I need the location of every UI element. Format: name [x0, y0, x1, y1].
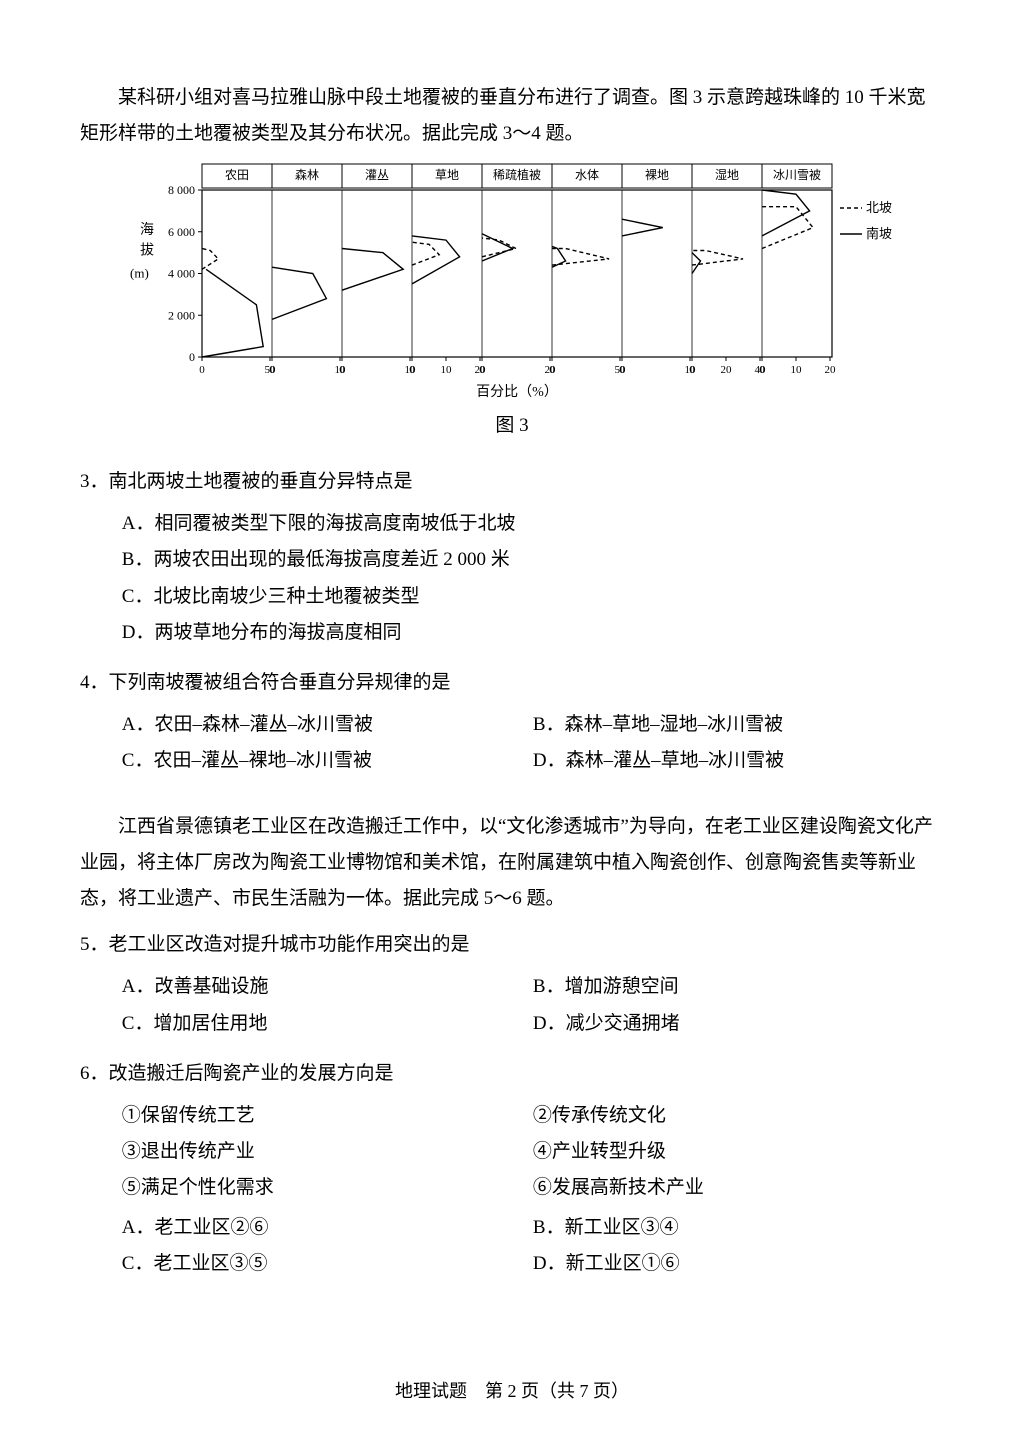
q6-s1: ①保留传统工艺	[122, 1098, 533, 1134]
q6-subitems: ①保留传统工艺 ②传承传统文化 ③退出传统产业 ④产业转型升级 ⑤满足个性化需求…	[80, 1098, 944, 1206]
svg-text:20: 20	[721, 364, 733, 376]
q3-opt-c: C．北坡比南坡少三种土地覆被类型	[122, 579, 944, 615]
q6-s3: ③退出传统产业	[122, 1134, 533, 1170]
q6-opt-a: A．老工业区②⑥	[122, 1210, 533, 1246]
svg-text:湿地: 湿地	[715, 167, 739, 182]
q3-opt-a: A．相同覆被类型下限的海拔高度南坡低于北坡	[122, 506, 944, 542]
svg-text:10: 10	[791, 364, 803, 376]
svg-text:6 000: 6 000	[168, 225, 195, 239]
svg-text:20: 20	[825, 364, 837, 376]
q6-opt-b: B．新工业区③④	[533, 1210, 944, 1246]
svg-text:2 000: 2 000	[168, 308, 195, 322]
q6-s2: ②传承传统文化	[533, 1098, 944, 1134]
svg-text:0: 0	[339, 364, 345, 376]
q4-options: A．农田–森林–灌丛–冰川雪被 B．森林–草地–湿地–冰川雪被 C．农田–灌丛–…	[80, 707, 944, 779]
figure-3-caption: 图 3	[80, 408, 944, 444]
svg-text:北坡: 北坡	[866, 200, 892, 215]
svg-text:草地: 草地	[435, 168, 459, 182]
page-footer: 地理试题 第 2 页（共 7 页）	[0, 1374, 1024, 1408]
svg-text:南坡: 南坡	[866, 226, 892, 241]
svg-text:0: 0	[409, 364, 415, 376]
svg-text:水体: 水体	[575, 168, 599, 182]
q6-options: A．老工业区②⑥ B．新工业区③④ C．老工业区③⑤ D．新工业区①⑥	[80, 1210, 944, 1282]
svg-text:裸地: 裸地	[645, 167, 669, 182]
q6-stem: 6．改造搬迁后陶瓷产业的发展方向是	[80, 1056, 944, 1092]
q4-opt-d: D．森林–灌丛–草地–冰川雪被	[533, 743, 944, 779]
q5-options: A．改善基础设施 B．增加游憩空间 C．增加居住用地 D．减少交通拥堵	[80, 969, 944, 1041]
q3-opt-b: B．两坡农田出现的最低海拔高度差近 2 000 米	[122, 542, 944, 578]
svg-text:拔: 拔	[140, 243, 154, 259]
svg-text:0: 0	[689, 364, 695, 376]
q6-s4: ④产业转型升级	[533, 1134, 944, 1170]
q6-opt-c: C．老工业区③⑤	[122, 1246, 533, 1282]
svg-text:0: 0	[199, 364, 205, 376]
q6-s5: ⑤满足个性化需求	[122, 1170, 533, 1206]
q5-stem: 5．老工业区改造对提升城市功能作用突出的是	[80, 927, 944, 963]
svg-text:森林: 森林	[295, 167, 319, 182]
svg-text:0: 0	[189, 350, 195, 364]
q6-opt-d: D．新工业区①⑥	[533, 1246, 944, 1282]
svg-text:0: 0	[479, 364, 485, 376]
q4-stem: 4．下列南坡覆被组合符合垂直分异规律的是	[80, 665, 944, 701]
svg-text:灌丛: 灌丛	[365, 168, 389, 182]
q3-options: A．相同覆被类型下限的海拔高度南坡低于北坡 B．两坡农田出现的最低海拔高度差近 …	[80, 506, 944, 650]
svg-text:稀疏植被: 稀疏植被	[493, 167, 541, 182]
intro-paragraph-2: 江西省景德镇老工业区在改造搬迁工作中，以“文化渗透城市”为导向，在老工业区建设陶…	[80, 809, 944, 917]
q5-opt-d: D．减少交通拥堵	[533, 1006, 944, 1042]
svg-text:0: 0	[759, 364, 765, 376]
svg-text:8 000: 8 000	[168, 183, 195, 197]
q5-opt-b: B．增加游憩空间	[533, 969, 944, 1005]
svg-text:0: 0	[549, 364, 555, 376]
q4-opt-b: B．森林–草地–湿地–冰川雪被	[533, 707, 944, 743]
svg-text:0: 0	[269, 364, 275, 376]
q5-opt-c: C．增加居住用地	[122, 1006, 533, 1042]
exam-page: 某科研小组对喜马拉雅山脉中段土地覆被的垂直分布进行了调查。图 3 示意跨越珠峰的…	[0, 0, 1024, 1448]
q4-opt-a: A．农田–森林–灌丛–冰川雪被	[122, 707, 533, 743]
intro-paragraph-1: 某科研小组对喜马拉雅山脉中段土地覆被的垂直分布进行了调查。图 3 示意跨越珠峰的…	[80, 80, 944, 152]
q3-opt-d: D．两坡草地分布的海拔高度相同	[122, 615, 944, 651]
svg-text:0: 0	[619, 364, 625, 376]
svg-text:(m): (m)	[130, 266, 149, 281]
svg-text:10: 10	[441, 364, 453, 376]
svg-text:农田: 农田	[225, 168, 249, 182]
svg-text:百分比（%）: 百分比（%）	[476, 384, 558, 400]
figure-3-chart: 农田 森林 灌丛 草地 稀疏植被 水体 裸地 湿地 冰川雪被 0 2 000 4 000 6 000 8 …	[122, 162, 902, 402]
svg-text:4 000: 4 000	[168, 267, 195, 281]
q4-opt-c: C．农田–灌丛–裸地–冰川雪被	[122, 743, 533, 779]
svg-text:海: 海	[140, 222, 154, 238]
q3-stem: 3．南北两坡土地覆被的垂直分异特点是	[80, 464, 944, 500]
q5-opt-a: A．改善基础设施	[122, 969, 533, 1005]
q6-s6: ⑥发展高新技术产业	[533, 1170, 944, 1206]
svg-text:冰川雪被: 冰川雪被	[773, 168, 821, 182]
